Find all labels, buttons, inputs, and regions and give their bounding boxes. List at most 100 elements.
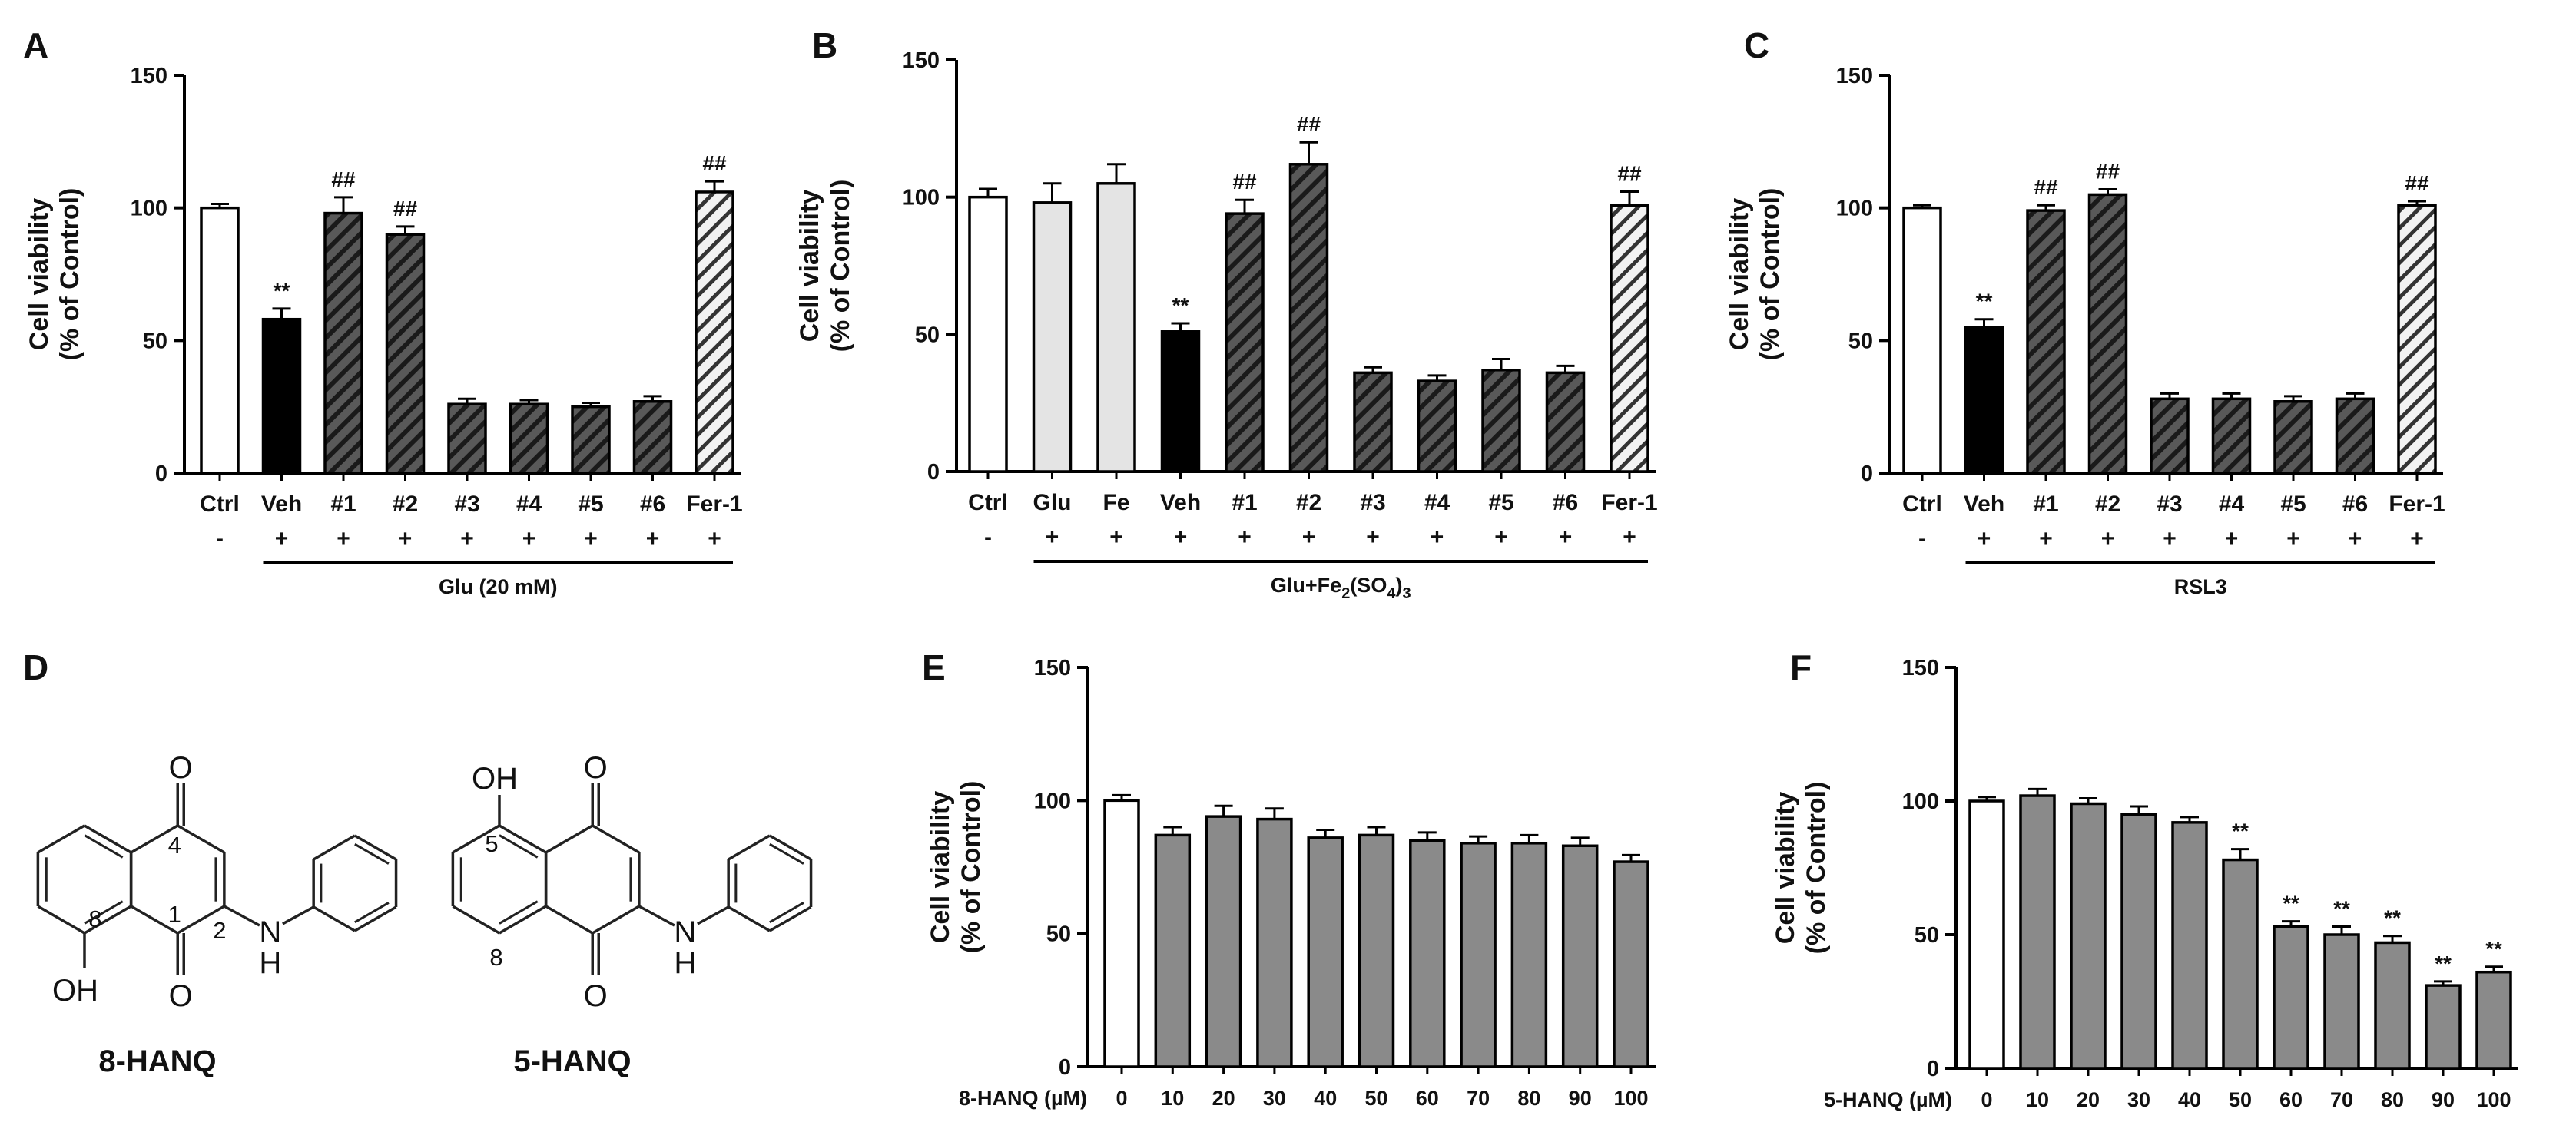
bar [2171, 821, 2208, 1070]
y-tick-label: 50 [1046, 922, 1071, 947]
bar [1225, 212, 1265, 473]
bar [1460, 842, 1497, 1068]
bond [452, 824, 500, 854]
bond [592, 824, 640, 854]
bond [728, 834, 771, 861]
bar [1288, 163, 1329, 473]
x-tick-label: #4 [1424, 490, 1450, 515]
x-tick-label: #1 [330, 492, 356, 517]
bar [2150, 397, 2190, 475]
chart-panel-c: C Cell viability(% of Control) 0 50 100 150 Ct… [1725, 25, 2445, 598]
y-tick-label: 50 [1915, 923, 1939, 948]
y-axis-label-line: (% of Control) [826, 180, 855, 353]
bar [1358, 833, 1395, 1068]
significance-marker: ## [393, 197, 418, 220]
y-tick-label: 150 [903, 48, 940, 73]
x-tick-label: #4 [516, 492, 542, 517]
bar [1968, 799, 2005, 1070]
treatment-sign: - [216, 526, 224, 551]
position-label: 2 [213, 917, 226, 944]
bond [545, 905, 594, 935]
treatment-label: RSL3 [2174, 575, 2227, 598]
x-tick-label: Glu [1033, 490, 1072, 515]
y-tick-label: 0 [1927, 1057, 1939, 1081]
bar [1205, 815, 1242, 1068]
x-tick-label: Veh [1964, 492, 2004, 517]
chart-panel-a: A Cell viability(% of Control) 0 50 100 150 Ct… [23, 25, 743, 598]
treatment-sign: + [646, 526, 660, 551]
x-tick-label: #3 [1360, 490, 1385, 515]
bar [2087, 193, 2128, 475]
oxygen-label: O [169, 979, 193, 1013]
treatment-sign: + [399, 526, 413, 551]
structure-8-hanq: O O NH OH 4 1 2 8 8-HANQ [36, 751, 398, 1078]
y-axis-label-line: (% of Control) [956, 781, 986, 954]
treatment-sign: + [1978, 526, 1991, 551]
bar [1417, 379, 1457, 473]
y-tick-label: 150 [1836, 64, 1873, 88]
bond [499, 905, 547, 935]
bar [385, 233, 426, 475]
bond [224, 905, 260, 927]
x-tick-label: 0 [1981, 1088, 1992, 1111]
treatment-sign: + [1109, 525, 1123, 550]
y-tick-label: 100 [1902, 789, 1939, 814]
x-tick-label: 10 [1161, 1087, 1184, 1110]
significance-marker: ## [1232, 170, 1257, 194]
bar [2222, 858, 2259, 1070]
significance-marker: ** [2283, 892, 2299, 915]
oxygen-label: O [584, 751, 608, 785]
bar [2211, 397, 2252, 475]
bar [2475, 970, 2512, 1070]
treatment-sign: + [2163, 526, 2177, 551]
bond [768, 834, 812, 861]
treatment-sign: + [2349, 526, 2362, 551]
treatment-sign: + [275, 526, 289, 551]
y-axis-label-line: Cell viability [1771, 792, 1800, 944]
x-tick-label: 80 [1517, 1087, 1540, 1110]
treatment-sign: + [460, 526, 474, 551]
y-tick-label: 100 [1836, 197, 1873, 221]
x-tick-label: #4 [2219, 492, 2245, 517]
x-tick-label: Ctrl [1902, 492, 1942, 517]
x-tick-label: 30 [1263, 1087, 1286, 1110]
bar [2374, 941, 2411, 1070]
y-axis-label-line: Cell viability [1725, 198, 1754, 350]
chart-panel-b: B Cell viability(% of Control) 0 50 100 150 Ct… [795, 25, 1658, 602]
panel-letter: F [1790, 647, 1812, 687]
bond [353, 834, 397, 861]
bar [1964, 326, 2004, 475]
bond [84, 834, 124, 859]
x-tick-label: #5 [1488, 490, 1513, 515]
treatment-sign: + [1559, 525, 1573, 550]
y-tick-label: 50 [143, 329, 167, 353]
bar [571, 405, 611, 475]
bar [261, 317, 302, 475]
position-label: 8 [88, 905, 101, 932]
significance-marker: ## [2405, 171, 2429, 195]
bond [177, 824, 225, 854]
y-tick-label: 0 [1861, 462, 1873, 486]
treatment-sign: + [2039, 526, 2053, 551]
bar [1096, 182, 1136, 473]
treatment-sign: + [2286, 526, 2300, 551]
x-tick-label: 0 [1116, 1087, 1127, 1110]
x-tick-label: 50 [2229, 1088, 2252, 1111]
y-axis-label-line: Cell viability [926, 791, 955, 943]
hydrogen-label: H [259, 946, 281, 980]
y-tick-label: 150 [1034, 656, 1071, 680]
x-tick-label: 80 [2381, 1088, 2404, 1111]
x-tick-label: 20 [1212, 1087, 1235, 1110]
significance-marker: ** [2485, 937, 2502, 961]
x-axis-label: 8-HANQ (µM) [959, 1087, 1087, 1110]
significance-marker: ** [2232, 819, 2249, 843]
bar [2019, 794, 2056, 1070]
significance-marker: ** [274, 279, 290, 303]
y-tick-label: 0 [927, 460, 940, 485]
y-axis-label-line: (% of Control) [1755, 188, 1785, 361]
bar [1307, 836, 1344, 1068]
significance-marker: ## [1617, 162, 1642, 186]
y-axis-label: Cell viability(% of Control) [1771, 782, 1831, 955]
significance-marker: ## [2034, 175, 2058, 199]
